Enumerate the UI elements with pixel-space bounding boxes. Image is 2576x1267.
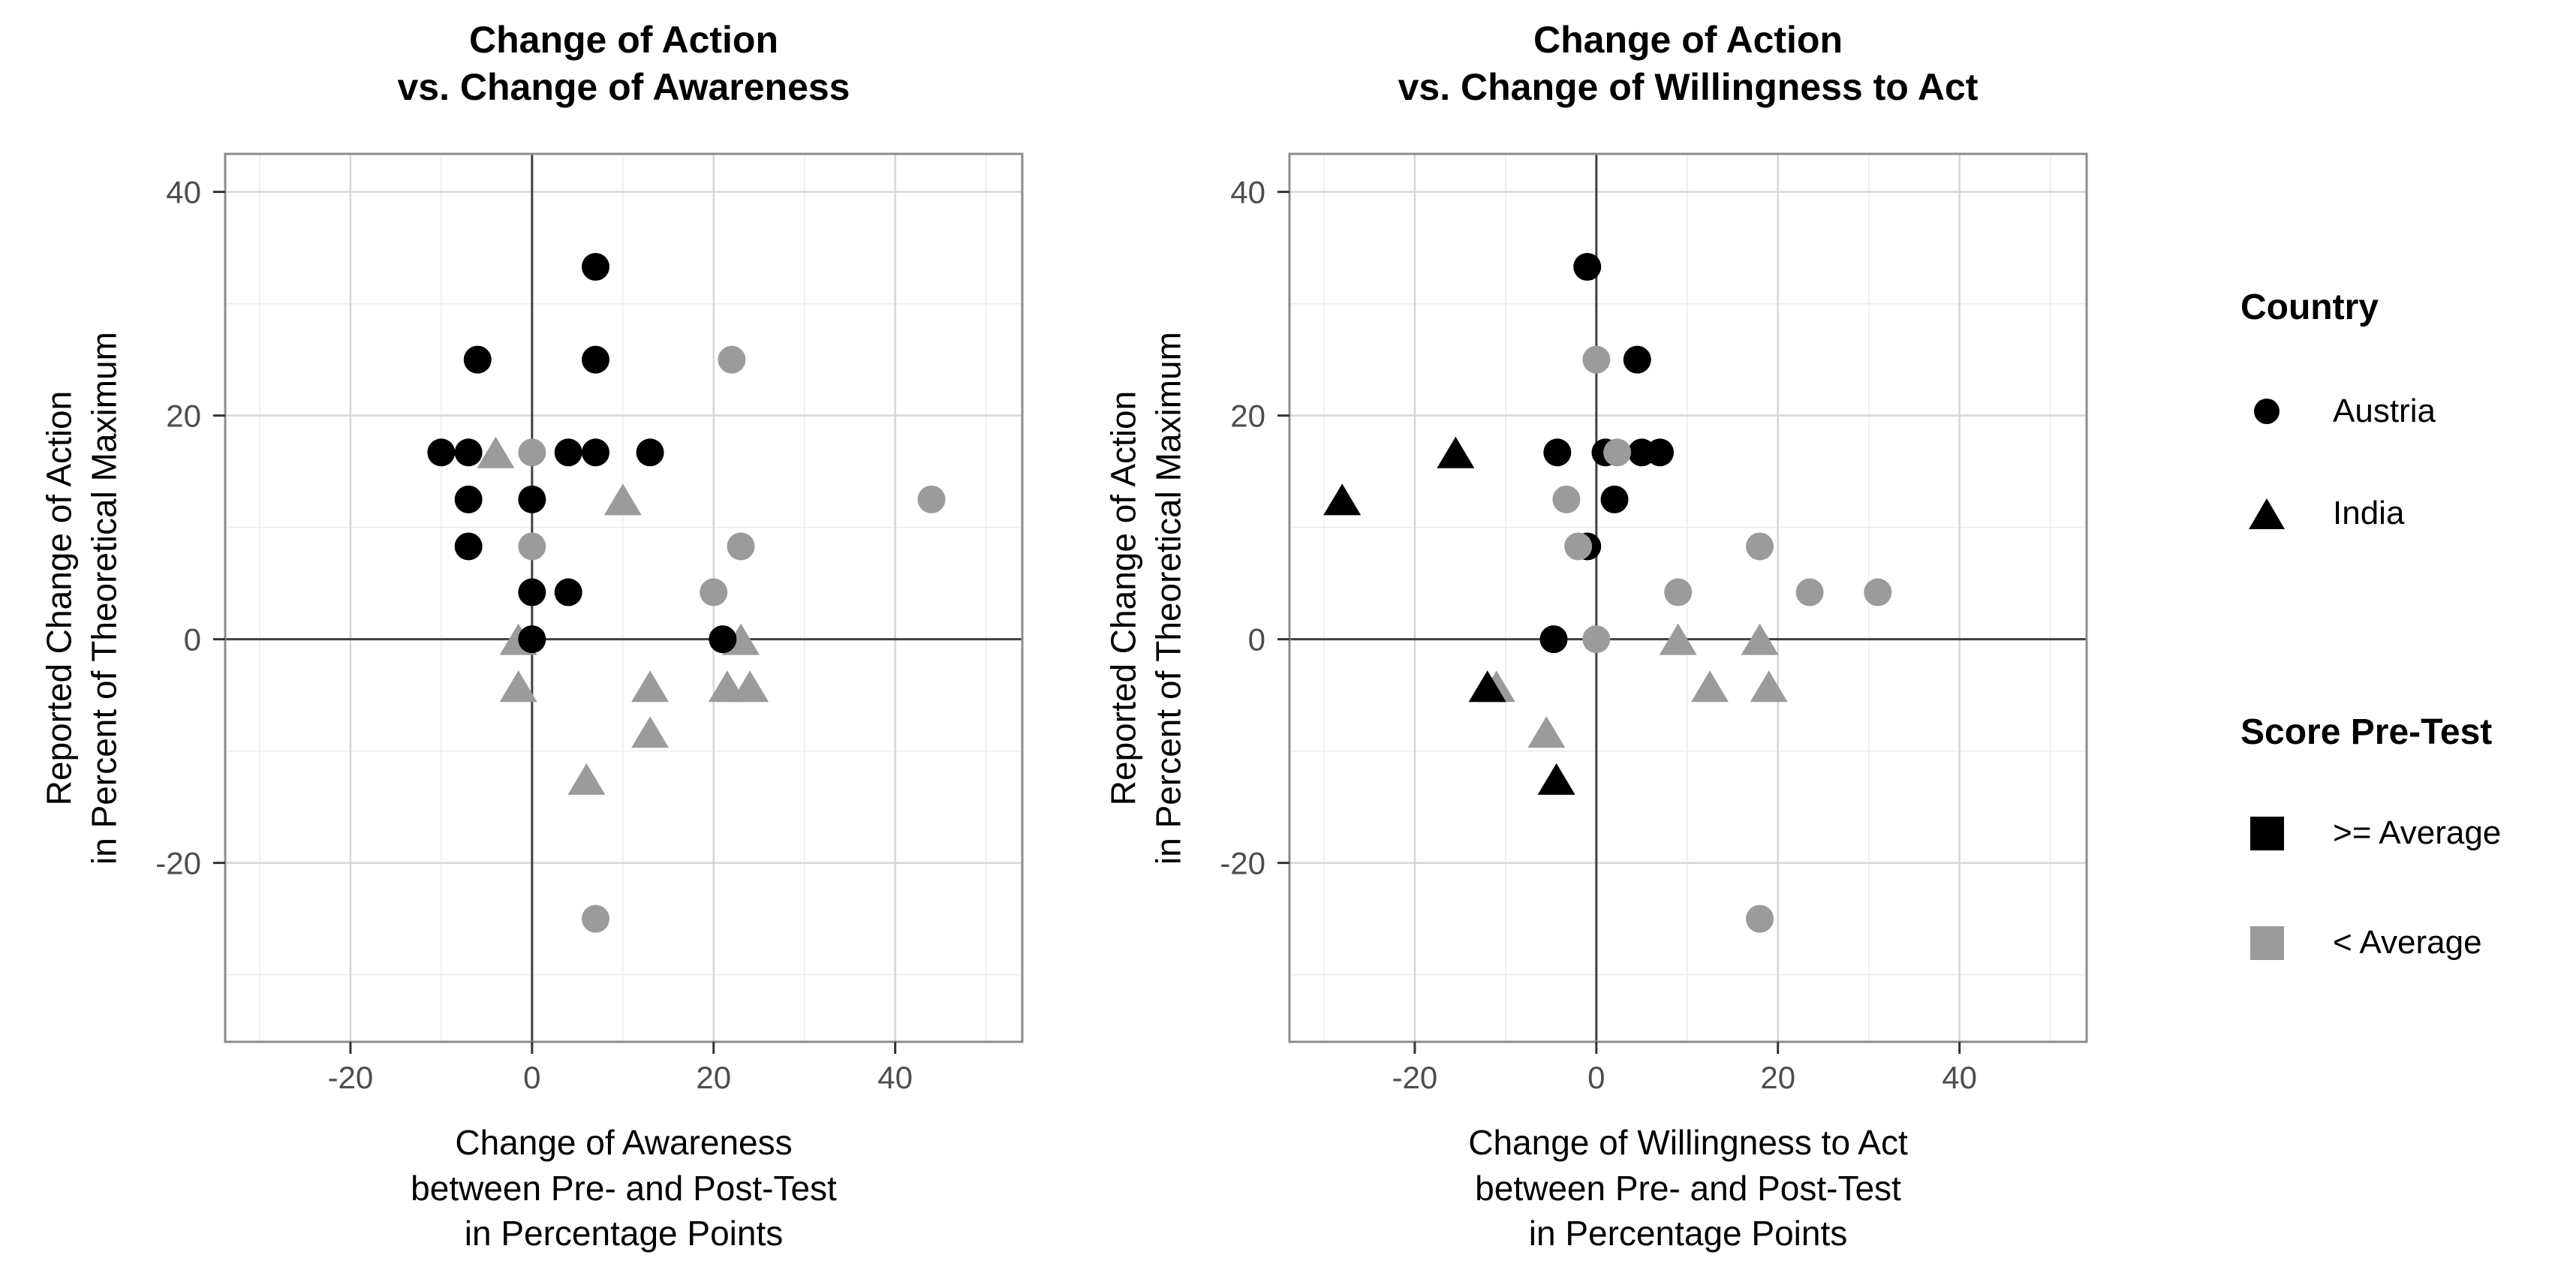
data-point [1552, 485, 1581, 513]
data-point [1600, 485, 1629, 513]
y-tick-label: 20 [166, 399, 201, 434]
data-point [1795, 578, 1824, 606]
data-point [427, 438, 456, 467]
x-tick-label: 20 [696, 1060, 731, 1095]
data-point [454, 532, 483, 561]
data-point [518, 438, 546, 467]
x-tick-label: -20 [328, 1060, 374, 1095]
data-point [1750, 670, 1788, 703]
data-point [1746, 532, 1774, 561]
data-point [917, 485, 946, 513]
data-point [463, 345, 492, 374]
data-point [1437, 436, 1475, 468]
right-scatter-panel: -20 0 20 40 -20 0 20 40 [1220, 152, 2088, 1095]
data-point [554, 438, 582, 467]
data-point [499, 670, 537, 703]
data-point [1323, 483, 1362, 516]
data-point [603, 483, 642, 516]
right-y-axis-label: Reported Change of Action in Percent of … [1097, 154, 1195, 1042]
data-point [631, 716, 670, 748]
x-tick-label: 0 [523, 1060, 540, 1095]
data-point [1603, 438, 1632, 467]
panel-border [1288, 152, 2088, 1043]
legend-item-lt-average: < Average [2247, 919, 2482, 967]
data-point [631, 670, 670, 703]
data-point [700, 578, 728, 606]
legend-item-label: India [2333, 495, 2405, 531]
data-point [731, 670, 769, 703]
data-point [1582, 345, 1611, 374]
data-point [567, 763, 606, 795]
legend-item-ge-average: >= Average [2247, 809, 2501, 857]
y-tick-label: 0 [184, 622, 201, 658]
y-tick-label: 20 [1230, 399, 1265, 434]
data-point [1537, 763, 1575, 795]
data-point [454, 438, 483, 467]
right-plot-title: Change of Action vs. Change of Willingne… [1398, 19, 1979, 108]
data-point [582, 252, 610, 281]
data-point [1573, 252, 1602, 281]
data-point [1741, 623, 1779, 655]
left-x-axis-label: Change of Awareness between Pre- and Pos… [411, 1123, 837, 1253]
data-point [718, 345, 746, 374]
data-point [1659, 623, 1697, 655]
legend-title-score-pre-test: Score Pre-Test [2240, 712, 2493, 752]
data-point [1864, 578, 1892, 606]
data-point [1468, 670, 1506, 703]
data-point [582, 438, 610, 467]
y-tick-label: 0 [1248, 622, 1265, 658]
legend-item-label: < Average [2333, 924, 2482, 961]
data-point [518, 578, 546, 606]
data-point [1539, 625, 1568, 654]
data-point [1623, 345, 1651, 374]
data-point [727, 532, 755, 561]
data-point [1543, 438, 1572, 467]
data-point [554, 578, 582, 606]
legend-title-country: Country [2240, 287, 2379, 327]
gray-square-icon [2247, 925, 2286, 960]
x-tick-label: 0 [1587, 1060, 1605, 1095]
data-point [582, 345, 610, 374]
data-point [477, 436, 515, 468]
data-point [518, 485, 546, 513]
india-triangle-icon [2247, 498, 2286, 529]
left-y-axis-label-text: Reported Change of Action in Percent of … [39, 331, 123, 865]
y-tick-label: 40 [1230, 175, 1265, 210]
black-square-icon [2247, 816, 2286, 850]
left-y-axis-label: Reported Change of Action in Percent of … [33, 154, 131, 1042]
data-point [636, 438, 664, 467]
data-point [709, 625, 737, 654]
data-point [518, 532, 546, 561]
x-tick-label: 20 [1760, 1060, 1795, 1095]
data-point [1646, 438, 1675, 467]
data-point [1691, 670, 1729, 703]
x-tick-label: 40 [877, 1060, 913, 1095]
data-point [582, 904, 610, 933]
panel-border [224, 152, 1024, 1043]
data-point [454, 485, 483, 513]
data-point [1564, 532, 1593, 561]
legend-item-label: >= Average [2333, 814, 2502, 851]
y-tick-label: -20 [155, 846, 201, 881]
legend-item-label: Austria [2333, 393, 2436, 429]
right-x-axis-label: Change of Willingness to Act between Pre… [1468, 1123, 1908, 1253]
x-tick-label: 40 [1942, 1060, 1977, 1095]
y-tick-label: -20 [1220, 846, 1265, 881]
data-point [1664, 578, 1693, 606]
legend-item-india: India [2247, 489, 2404, 537]
legend-item-austria: Austria [2247, 387, 2436, 435]
data-point [1582, 625, 1611, 654]
right-y-axis-label-text: Reported Change of Action in Percent of … [1103, 331, 1187, 865]
left-plot-title: Change of Action vs. Change of Awareness [397, 19, 850, 108]
x-tick-label: -20 [1392, 1060, 1438, 1095]
y-tick-label: 40 [166, 175, 201, 210]
data-point [1527, 716, 1566, 748]
austria-circle-icon [2247, 399, 2286, 424]
data-point [1746, 904, 1774, 933]
left-scatter-panel: -20 0 20 40 -20 0 20 40 [155, 152, 1024, 1095]
data-point [518, 625, 546, 654]
